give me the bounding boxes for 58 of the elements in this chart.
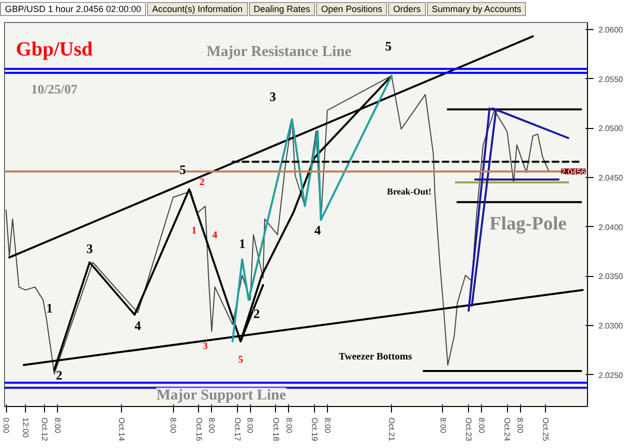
text: Summary by Accounts [426,2,526,16]
x-tick-label: 8:00 [168,418,178,434]
x-tick-label: 12:00 [20,418,30,438]
y-tick-label: 2.0400 [598,222,624,232]
annotation: Tweezer Bottoms [338,352,412,363]
text: Account(s) Information [147,2,248,16]
annotation: 3 [202,340,208,352]
x-tick-label: Oct.21 [387,418,396,442]
y-tick-label: 2.0250 [598,370,624,380]
x-tick-label: Oct.17 [232,418,242,442]
y-tick-label: 2.0300 [598,322,624,331]
x-tick-label: Oct.23 [464,418,474,442]
y-tick-label: 2.0600 [598,25,624,34]
text: GBP/USD 1 hour 2.0456 02:00:00 [0,2,146,16]
annotation: 3 [86,241,94,256]
annotation: 2 [56,367,62,382]
text: 10/25/07 [31,82,78,96]
x-tick-label: Oct.25 [541,418,550,442]
x-tick-label: 8:00 [516,418,525,434]
annotation: 2 [253,306,260,322]
x-tick-label: 8:00 [207,418,216,434]
x-tick-label: Oct.14 [117,418,126,442]
annotation: Major Support Line [156,388,286,404]
x-tick-label: Oct.16 [194,418,204,442]
x-tick-label: Oct.19 [310,418,319,442]
annotation: Break-Out! [387,186,432,196]
annotation: 5 [180,162,187,178]
x-tick-label: 8:00 [322,418,332,434]
x-tick-label: Oct.18 [271,418,280,442]
y-tick-label: 2.0550 [598,74,624,84]
annotation: Major Resistance Line [206,44,352,60]
x-tick-label: 8:00 [284,418,294,434]
annotation: Flag-Pole [490,213,567,234]
annotation: 1 [46,300,53,316]
ref-line-label: 2.0456 [561,168,586,177]
x-tick-label: 8:00 [246,418,255,434]
annotation: 1 [192,225,197,236]
annotation: 5 [238,354,244,366]
text: Orders [388,2,426,16]
annotation: 1 [238,236,246,252]
text: Open Positions [316,2,388,16]
annotation: 5 [385,38,392,54]
annotation: 2 [200,176,205,188]
annotation: 4 [134,318,142,334]
y-tick-label: 2.0450 [598,173,624,182]
annotation: 4 [314,222,322,238]
annotation: 3 [269,89,276,104]
text: Dealing Rates [248,2,316,16]
y-tick-label: 2.0500 [598,124,624,134]
text: Gbp/Usd [16,38,93,60]
x-tick-label: 0:00 [2,418,11,434]
annotation: 4 [212,230,218,242]
x-tick-label: Oct.24 [502,418,512,442]
x-tick-label: Oct.12 [40,418,50,442]
x-tick-label: 8:00 [438,418,448,434]
y-tick-label: 2.0350 [598,272,624,282]
x-tick-label: 8:00 [477,418,486,434]
x-tick-label: 8:00 [53,418,62,434]
